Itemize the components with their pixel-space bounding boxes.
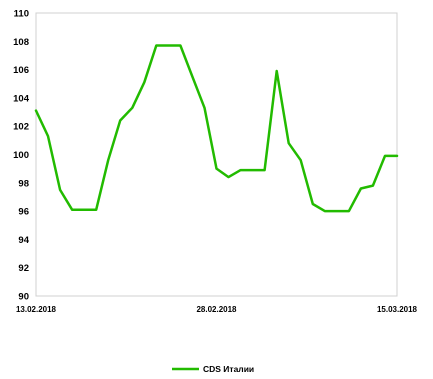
y-axis: 90 92 94 96 98 100 102 104 106 108 110 bbox=[13, 9, 30, 303]
plot-area bbox=[35, 12, 398, 297]
y-tick-label: 98 bbox=[18, 178, 29, 189]
x-tick-label: 13.02.2018 bbox=[16, 305, 57, 314]
y-tick-label: 110 bbox=[14, 9, 29, 20]
x-tick-label: 28.02.2018 bbox=[196, 305, 237, 314]
y-tick-label: 96 bbox=[18, 207, 29, 218]
y-tick-label: 108 bbox=[13, 37, 29, 48]
plot-border bbox=[35, 12, 398, 297]
legend-label: CDS Италии bbox=[203, 364, 254, 374]
x-tick-label: 15.03.2018 bbox=[377, 305, 418, 314]
y-tick-label: 92 bbox=[18, 263, 29, 274]
y-tick-label: 104 bbox=[13, 93, 30, 104]
series-lines bbox=[34, 44, 399, 213]
y-tick-label: 90 bbox=[18, 292, 29, 303]
y-tick-label: 102 bbox=[13, 122, 29, 133]
y-tick-label: 94 bbox=[18, 235, 29, 246]
x-axis: 13.02.2018 28.02.2018 15.03.2018 bbox=[16, 305, 418, 314]
y-tick-label: 106 bbox=[13, 65, 29, 76]
series-line bbox=[34, 44, 399, 213]
y-tick-label: 100 bbox=[13, 150, 29, 161]
legend: CDS Италии bbox=[172, 364, 254, 374]
